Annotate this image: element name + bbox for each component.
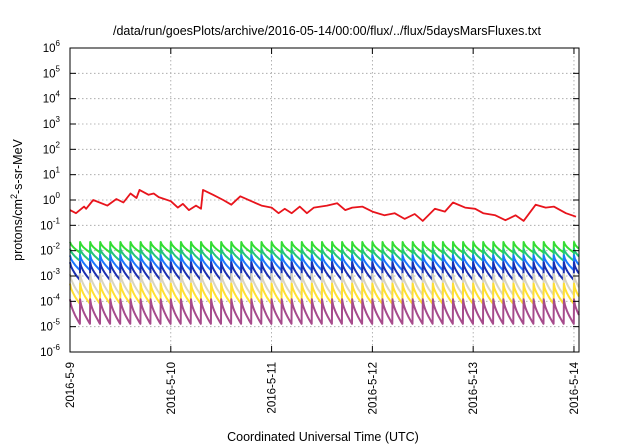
series-line-1 <box>69 189 577 222</box>
x-tick-label: 2016-5-10 <box>166 362 178 414</box>
y-tick-label: 10-2 <box>40 242 60 258</box>
x-tick-label: 2016-5-13 <box>468 362 480 414</box>
series-line-5 <box>69 261 580 281</box>
y-tick-label: 10-4 <box>40 292 60 308</box>
y-tick-label: 100 <box>43 191 61 207</box>
series-line-3 <box>69 247 580 262</box>
x-axis-label: Coordinated Universal Time (UTC) <box>227 430 419 444</box>
series-line-8 <box>69 298 580 325</box>
y-tick-label: 10-1 <box>40 216 60 232</box>
y-tick-label: 10-6 <box>40 343 60 359</box>
y-tick-label: 10-5 <box>40 318 60 334</box>
y-tick-label: 10-3 <box>40 267 60 283</box>
x-tick-label: 2016-5-9 <box>65 362 77 408</box>
x-tick-label: 2016-5-11 <box>267 362 279 414</box>
plot-area <box>69 189 580 325</box>
series-line-6 <box>69 273 580 296</box>
x-tick-label: 2016-5-14 <box>569 361 581 414</box>
y-tick-label: 105 <box>43 64 61 80</box>
y-tick-label: 106 <box>43 39 61 55</box>
plot-frame <box>69 47 580 353</box>
series-line-7 <box>69 282 580 305</box>
series-line-4 <box>69 254 580 272</box>
y-tick-label: 104 <box>43 90 61 106</box>
chart-title: /data/run/goesPlots/archive/2016-05-14/0… <box>113 24 542 38</box>
y-tick-label: 103 <box>43 115 61 131</box>
y-tick-label: 102 <box>43 140 61 156</box>
x-tick-label: 2016-5-12 <box>367 362 379 414</box>
y-axis-label: protons/cm2-s-sr-MeV <box>9 138 25 260</box>
series-line-2 <box>69 241 580 254</box>
axes: 106 105 104 103 102 101 100 10-1 10-2 10-3 10-4 10-… <box>40 39 581 414</box>
y-tick-label: 101 <box>43 166 61 182</box>
